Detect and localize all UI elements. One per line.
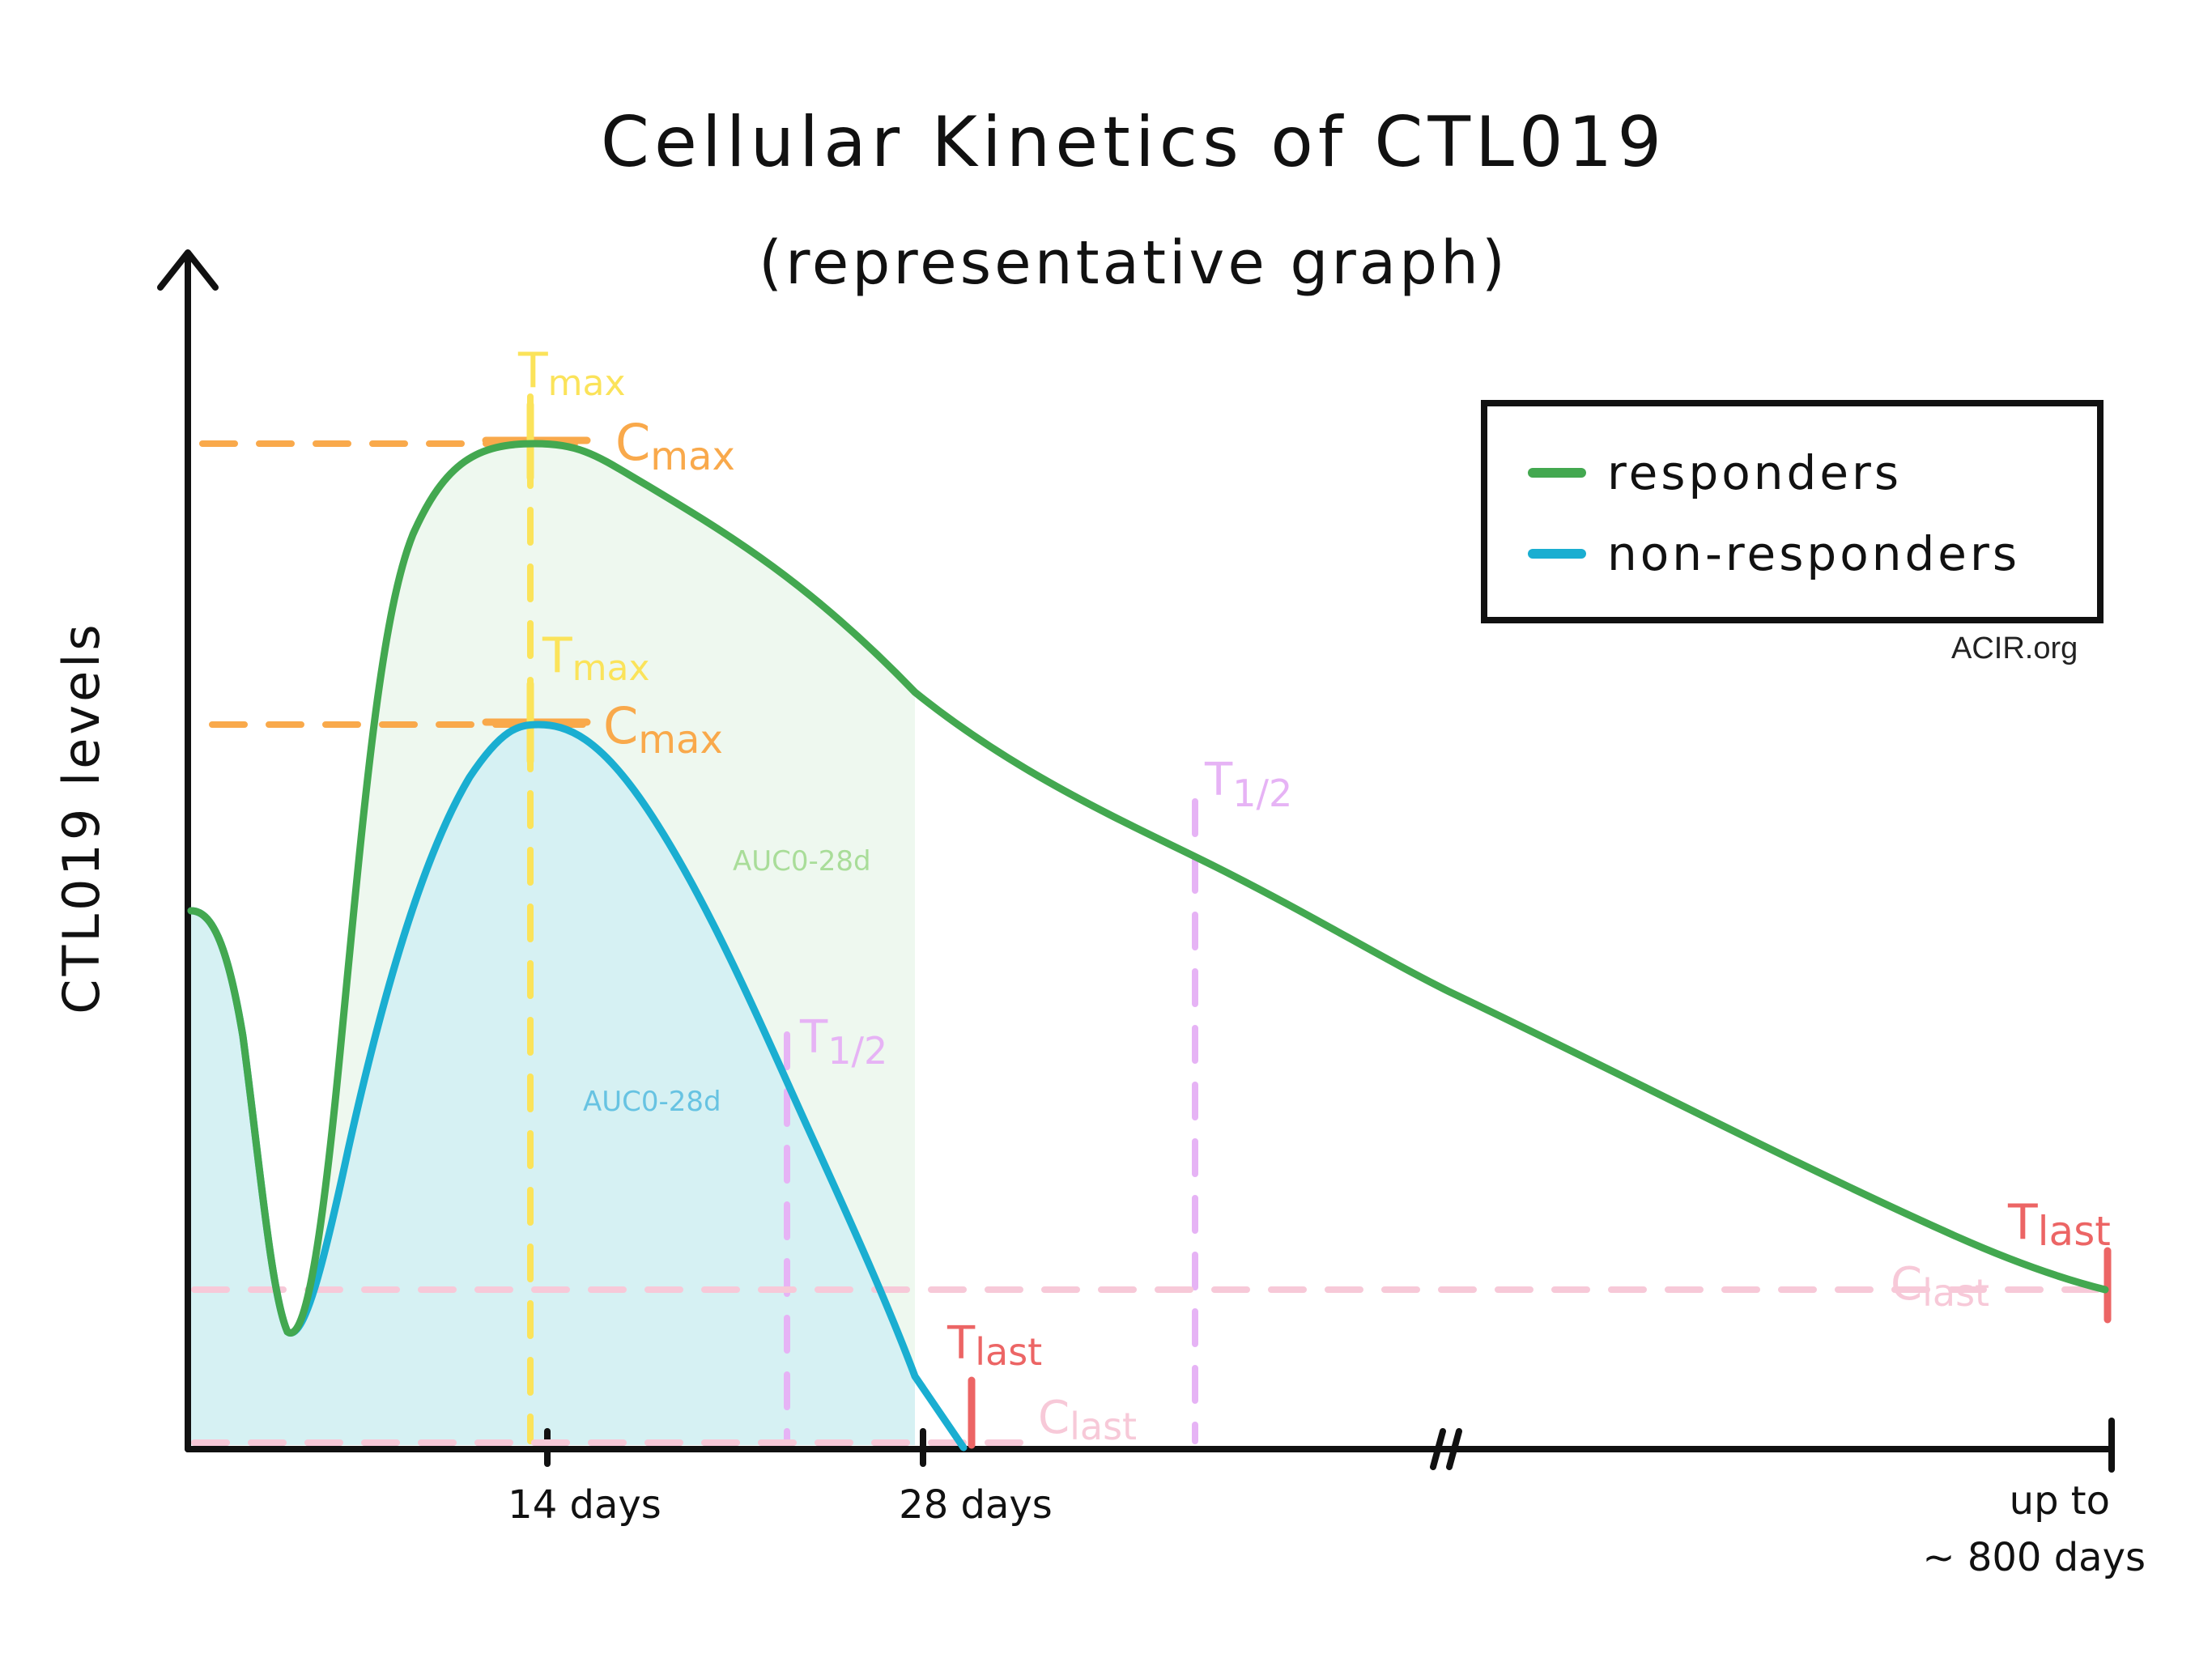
thalf-nonresponders-label: T1/2 <box>799 1011 887 1073</box>
axis-break-1 <box>1430 1428 1446 1470</box>
legend: responders non-responders <box>1481 400 2104 623</box>
cmax-responders-label: Cmax <box>615 413 735 479</box>
chart-title: Cellular Kinetics of CTL019 <box>601 102 1666 183</box>
nonresponders-auc-fill <box>191 725 915 1445</box>
axis-break-2 <box>1446 1428 1462 1470</box>
x-tick-label-28: 28 days <box>899 1482 1053 1528</box>
watermark: ACIR.org <box>1951 631 2078 665</box>
auc-responders-label: AUC0-28d <box>733 845 871 878</box>
x-tick-label-800: ~ 800 days <box>1922 1535 2146 1580</box>
legend-item-responders: responders <box>1528 445 1902 500</box>
x-tick-label-14: 14 days <box>508 1482 661 1528</box>
auc-nonresponders-label: AUC0-28d <box>583 1086 721 1118</box>
cmax-nonresponders-label: Cmax <box>603 696 723 763</box>
clast-nonresponders-label: Clast <box>1038 1392 1137 1448</box>
tmax-nonresponders-label: Tmax <box>542 627 650 689</box>
legend-swatch-responders <box>1528 468 1586 478</box>
x-tick-labels: 14 days 28 days up to ~ 800 days <box>508 1478 2146 1580</box>
y-axis-arrow <box>157 249 219 291</box>
tmax-responders-label: Tmax <box>517 342 626 404</box>
legend-label-responders: responders <box>1607 445 1903 500</box>
legend-label-nonresponders: non-responders <box>1607 526 2021 581</box>
series-line-responders <box>187 440 2109 1337</box>
legend-item-nonresponders: non-responders <box>1528 526 2020 581</box>
chart-subtitle: (representative graph) <box>759 228 1508 298</box>
y-axis-label: CTL019 levels <box>52 621 111 1014</box>
axes <box>157 249 2115 1473</box>
tlast-responders-label: Tlast <box>2007 1194 2111 1255</box>
thalf-responders-label: T1/2 <box>1204 754 1292 815</box>
clast-responders-label: Clast <box>1891 1258 1989 1315</box>
legend-swatch-nonresponders <box>1528 549 1586 559</box>
x-tick-label-upto: up to <box>2010 1478 2110 1524</box>
tlast-nonresponders-label: Tlast <box>946 1317 1042 1374</box>
annotations: Tmax Cmax Tmax Cmax AUC0-28d AUC0-28d T1… <box>517 342 2111 1448</box>
